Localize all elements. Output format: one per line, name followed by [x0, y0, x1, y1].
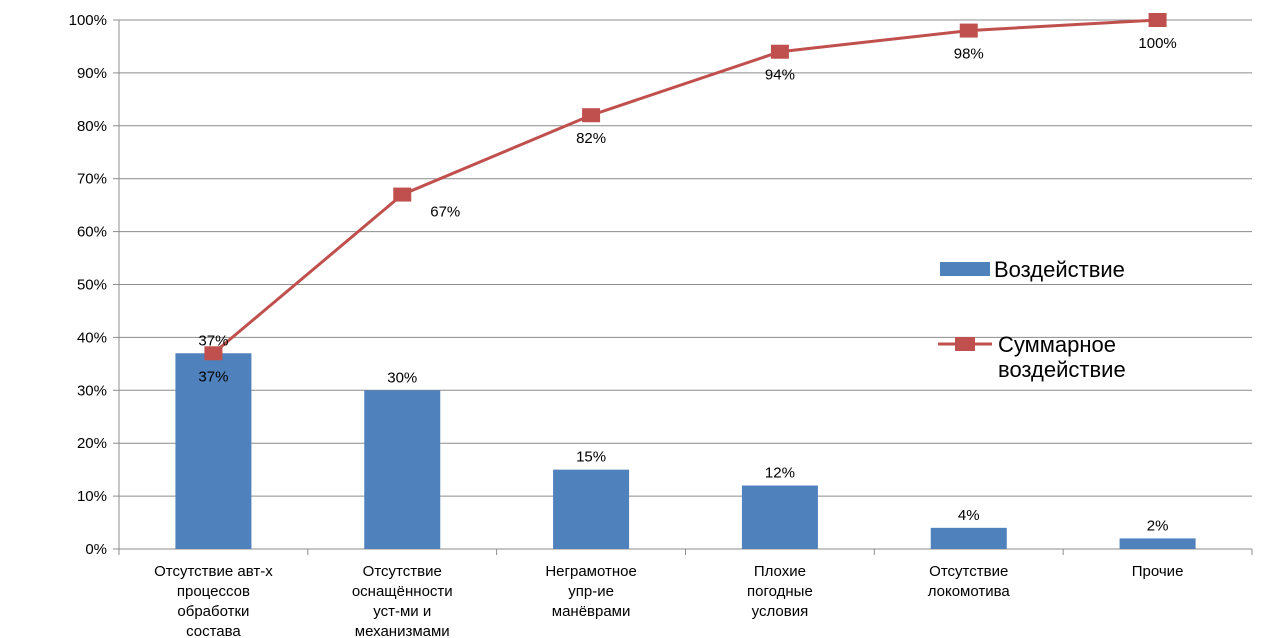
y-tick-labels: 0% 10% 20% 30% 40% 50% 60% 70% 80% 90% 100%: [69, 12, 107, 558]
y-tick-label: 30%: [77, 382, 107, 399]
bar: [553, 469, 630, 549]
category-label-line: Отсутствие: [929, 563, 1008, 580]
category-label-line: локомотива: [928, 583, 1011, 600]
y-tick-label: 90%: [77, 65, 107, 82]
bar: [1119, 538, 1196, 549]
category-label-line: процессов: [177, 583, 250, 600]
category-label: Отсутствие оснащённости уст-ми и механизмам…: [352, 563, 453, 638]
legend-label-bar: Воздействие: [994, 257, 1125, 282]
bar-data-label: 4%: [958, 507, 980, 524]
bar: [930, 527, 1007, 549]
line-point: [1148, 13, 1167, 27]
y-tick-label: 40%: [77, 329, 107, 346]
category-label: Отсутствие локомотива: [928, 563, 1011, 600]
line-point: [770, 44, 789, 59]
legend-label-line: Суммарное воздействие: [998, 332, 1126, 382]
bar-data-label: 2%: [1147, 517, 1169, 534]
category-label-line: обработки: [177, 603, 249, 620]
category-label-line: состава: [186, 623, 241, 638]
line-point: [393, 187, 412, 202]
line-data-label: 100%: [1138, 35, 1176, 52]
line-data-label: 67%: [430, 204, 460, 221]
bar-data-labels: 37% 30% 15% 12% 4% 2%: [198, 368, 1168, 534]
y-tick-label: 20%: [77, 435, 107, 452]
category-label-line: Неграмотное: [545, 563, 637, 580]
legend-swatch-bar: [940, 262, 990, 276]
line-data-label: 37%: [198, 332, 228, 349]
category-label: Неграмотное упр-ие манёврами: [545, 563, 637, 620]
line-data-label: 98%: [954, 46, 984, 63]
category-label-line: погодные: [747, 583, 813, 600]
line-data-label: 94%: [765, 67, 795, 84]
category-labels: Отсутствие авт-х процессов обработки состав…: [154, 563, 1183, 638]
cumulative-data-labels: 37% 67% 82% 94% 98% 100%: [198, 35, 1176, 349]
bar: [741, 485, 818, 549]
bar-data-label: 37%: [198, 368, 228, 385]
bar: [364, 390, 441, 549]
gridlines: [119, 19, 1252, 497]
bars: [175, 353, 1196, 549]
cumulative-line: [204, 13, 1167, 361]
category-label-line: Плохие: [754, 563, 806, 580]
line-data-label: 82%: [576, 130, 606, 147]
category-label: Прочие: [1132, 563, 1184, 580]
category-label-line: Отсутствие авт-х: [154, 563, 273, 580]
category-label-line: оснащённости: [352, 583, 453, 600]
bar-data-label: 15%: [576, 449, 606, 466]
category-label-line: условия: [752, 603, 809, 620]
category-label-line: упр-ие: [568, 583, 614, 600]
line-point: [959, 23, 978, 38]
y-tick-label: 70%: [77, 171, 107, 188]
category-label-line: манёврами: [552, 603, 631, 620]
legend-label-line-part: воздействие: [998, 357, 1126, 382]
y-tick-label: 60%: [77, 224, 107, 241]
legend-label-line-part: Суммарное: [998, 332, 1116, 357]
y-tick-label: 100%: [69, 12, 107, 29]
bar: [175, 353, 252, 549]
y-tick-label: 80%: [77, 118, 107, 135]
category-label-line: механизмами: [355, 623, 450, 638]
legend-swatch-marker: [955, 337, 975, 351]
category-label: Отсутствие авт-х процессов обработки состав…: [154, 563, 273, 638]
category-label-line: уст-ми и: [373, 603, 431, 620]
category-label-line: Прочие: [1132, 563, 1184, 580]
legend: Воздействие Суммарное воздействие: [938, 257, 1126, 382]
line-point: [204, 346, 223, 361]
y-tick-label: 50%: [77, 277, 107, 294]
axes: [113, 19, 1253, 555]
y-tick-label: 10%: [77, 488, 107, 505]
bar-data-label: 30%: [387, 369, 417, 386]
category-label: Плохие погодные условия: [747, 563, 813, 620]
category-label-line: Отсутствие: [363, 563, 442, 580]
line-point: [582, 108, 601, 123]
bar-data-label: 12%: [765, 465, 795, 482]
y-tick-label: 0%: [85, 541, 107, 558]
cumulative-line-path: [212, 18, 1158, 355]
